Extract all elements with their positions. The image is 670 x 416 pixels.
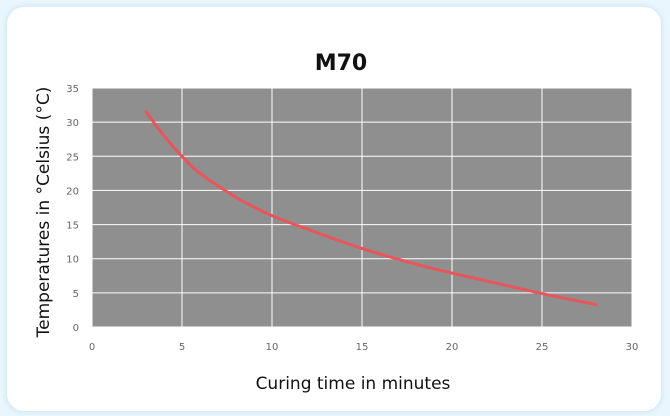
data-point	[414, 262, 418, 266]
x-tick-label: 25	[536, 342, 549, 353]
data-point	[234, 196, 238, 199]
y-tick-label: 5	[73, 289, 79, 300]
x-tick-label: 30	[626, 342, 639, 353]
data-point	[198, 172, 202, 175]
data-point	[180, 155, 184, 158]
y-tick-label: 0	[73, 323, 79, 334]
x-tick-label: 20	[446, 342, 459, 353]
y-tick-label: 15	[66, 221, 79, 232]
data-point	[486, 280, 490, 283]
x-tick-label: 0	[89, 342, 95, 353]
y-tick-label: 20	[66, 186, 79, 197]
y-tick-label: 25	[66, 152, 79, 163]
data-point	[270, 214, 274, 217]
y-tick-label: 10	[66, 255, 79, 266]
x-tick-label: 5	[179, 342, 185, 353]
y-tick-label: 30	[66, 118, 79, 129]
y-axis-label: Temperatures in °Celsius (°C)	[34, 87, 54, 339]
y-tick-label: 35	[66, 84, 79, 95]
x-tick-label: 15	[356, 342, 369, 353]
series-group	[144, 110, 598, 306]
x-axis-label: Curing time in minutes	[256, 374, 451, 394]
data-point	[540, 292, 544, 295]
data-point	[144, 110, 148, 114]
data-point	[162, 134, 166, 137]
data-point	[306, 228, 310, 231]
data-point	[594, 303, 598, 306]
data-point	[450, 271, 454, 275]
x-tick-label: 10	[266, 342, 279, 353]
data-point	[360, 247, 364, 250]
chart-title: M70	[315, 51, 368, 76]
tick-labels: 0 5 10 15 20 25 30 35 0 5 10 15 20 25 30	[66, 84, 638, 353]
